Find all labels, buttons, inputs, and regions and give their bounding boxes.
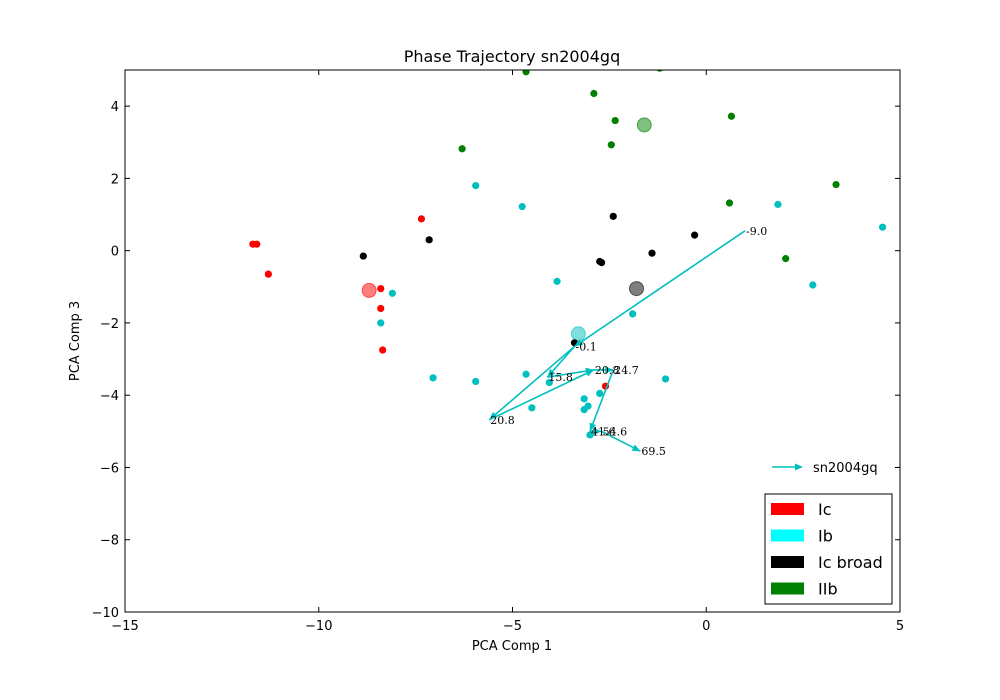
phase-label: 20.8 [595, 364, 620, 377]
y-tick-label: −10 [92, 606, 119, 621]
point-ic-broad [598, 258, 606, 267]
point-iib [611, 116, 619, 125]
y-tick-label: −8 [100, 534, 119, 549]
legend-label: Ic broad [818, 553, 883, 572]
point-ib [580, 395, 588, 403]
phase-label: 69.5 [641, 445, 666, 458]
point-iib [590, 89, 598, 98]
point-ic [377, 285, 385, 293]
point-iib [725, 199, 734, 207]
y-tick-label: 2 [111, 172, 119, 187]
y-tick-label: 0 [111, 245, 119, 260]
point-ic [264, 270, 272, 278]
trajectory-arrowhead [489, 411, 498, 420]
point-iib [607, 141, 615, 149]
point-ic [253, 240, 261, 248]
centroid-ib [570, 326, 586, 342]
phase-label: 24.7 [614, 364, 639, 377]
trajectory-segment [488, 345, 576, 421]
phase-label: 15.8 [548, 371, 573, 384]
x-tick-label: −15 [111, 619, 138, 634]
point-ic-broad [691, 231, 699, 239]
point-ib [545, 378, 553, 387]
trajectory-segment [488, 369, 595, 421]
point-ib [584, 402, 592, 410]
trajectory-arrowhead [593, 427, 602, 435]
trajectory-legend: sn2004gq [772, 461, 878, 476]
point-ib [774, 200, 782, 209]
trajectory-segment [589, 369, 614, 432]
point-ib [878, 223, 887, 231]
trajectory-legend-label: sn2004gq [813, 461, 878, 476]
chart-title: Phase Trajectory sn2004gq [404, 47, 620, 66]
phase-label: 20.8 [490, 414, 515, 427]
legend-swatch-ic [771, 503, 804, 515]
phase-label: 54.6 [603, 425, 628, 438]
x-tick-label: −10 [305, 619, 332, 634]
point-ib [528, 404, 536, 412]
point-iib [656, 70, 663, 72]
point-ic [377, 304, 385, 313]
trajectory-arrowhead [574, 339, 584, 347]
y-tick-label: 4 [111, 100, 119, 115]
x-axis-label: PCA Comp 1 [472, 639, 552, 654]
centroid-ic-broad [629, 281, 644, 297]
y-tick-label: −2 [100, 317, 119, 332]
legend-label: IIb [818, 580, 838, 599]
y-tick-label: −6 [100, 461, 119, 476]
plot-area: -9.0-0.115.820.824.741.654.669.520.8 [249, 70, 887, 458]
point-ib [518, 202, 526, 211]
point-ib [809, 281, 817, 289]
point-ib [388, 289, 396, 297]
point-ic [379, 346, 387, 354]
y-tick-label: −4 [100, 389, 119, 404]
phase-label: -0.1 [576, 340, 597, 353]
point-ic-broad [359, 252, 367, 260]
point-iib [727, 112, 736, 120]
y-axis-label: PCA Comp 3 [68, 301, 83, 381]
point-ib [596, 389, 604, 397]
trajectory-segment [574, 230, 746, 348]
phase-label: -9.0 [746, 225, 767, 238]
point-ib [472, 377, 480, 386]
point-ib [377, 319, 385, 327]
point-ic-broad [609, 212, 617, 220]
trajectory-legend-arrowhead [795, 463, 803, 471]
point-ib [429, 374, 437, 382]
point-ib [629, 310, 637, 318]
legend-label: Ib [818, 527, 833, 546]
point-iib [782, 255, 790, 263]
x-tick-label: −5 [503, 619, 522, 634]
point-iib [522, 70, 530, 76]
point-ib [586, 431, 594, 439]
trajectory-arrowhead [605, 366, 614, 374]
type-legend: Ic Ib Ic broad IIb [764, 493, 893, 605]
point-ic-broad [425, 236, 433, 244]
point-ic [417, 215, 426, 223]
legend-swatch-iib [771, 582, 804, 595]
point-ib [661, 375, 670, 383]
trajectory-arrowhead [547, 368, 556, 378]
point-iib [832, 180, 840, 189]
trajectory-arrowhead [589, 422, 597, 432]
legend-label: Ic [818, 500, 832, 519]
point-ib [522, 370, 530, 378]
centroid-iib [636, 117, 652, 133]
point-iib [458, 145, 466, 153]
x-tick-label: 0 [702, 619, 710, 634]
trajectory-arrowhead [585, 369, 594, 377]
centroid-ic [361, 282, 377, 298]
point-ib [553, 277, 561, 285]
legend-swatch-ic-broad [771, 556, 804, 568]
point-ib [472, 182, 480, 190]
phase-label: 41.6 [591, 425, 616, 438]
point-ic-broad [648, 249, 656, 257]
x-tick-label: 5 [896, 619, 904, 634]
legend-swatch-ib [771, 529, 804, 542]
trajectory-arrowhead [631, 444, 641, 452]
